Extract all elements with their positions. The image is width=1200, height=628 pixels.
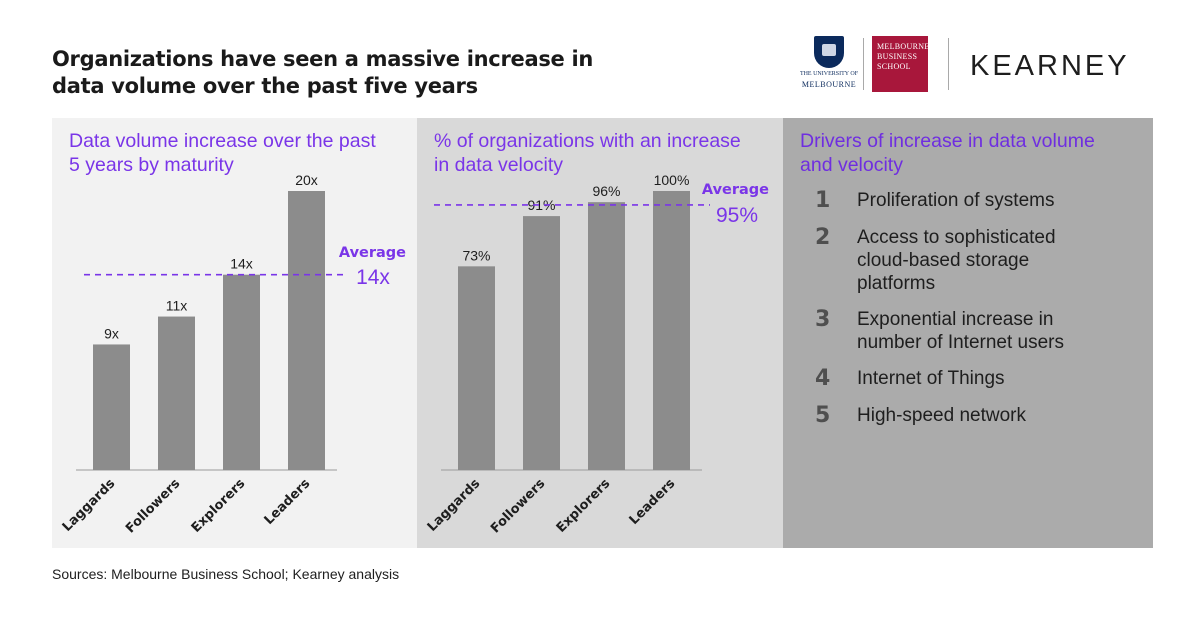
data-label: 96% — [592, 183, 620, 199]
drivers-title-line1: Drivers of increase in data volume — [800, 130, 1095, 152]
page-headline: Organizations have seen a massive increa… — [52, 47, 594, 98]
uom-logo-line1: THE UNIVERSITY OF — [799, 71, 859, 77]
average-label: Average — [339, 245, 406, 261]
university-of-melbourne-logo: THE UNIVERSITY OF MELBOURNE — [800, 36, 858, 92]
average-label: Average — [702, 182, 769, 198]
chart-title: % of organizations with an increase in d… — [434, 129, 741, 177]
data-label: 91% — [527, 197, 555, 213]
category-label: Explorers — [554, 476, 614, 536]
data-label: 11x — [166, 298, 188, 314]
mbs-logo-line1: MELBOURNE — [877, 42, 930, 51]
driver-text: Internet of Things — [857, 368, 1005, 389]
data-label: 20x — [295, 172, 318, 188]
category-label: Leaders — [262, 476, 314, 528]
melbourne-business-school-logo: MELBOURNE BUSINESS SCHOOL — [872, 36, 930, 92]
driver-number: 1 — [815, 188, 831, 213]
chart-title-line1: Data volume increase over the past — [69, 130, 376, 152]
data-label: 100% — [654, 172, 690, 188]
driver-item: 1 Proliferation of systems — [815, 189, 1145, 213]
source-note: Sources: Melbourne Business School; Kear… — [52, 566, 400, 582]
bar — [653, 191, 690, 470]
data-label: 73% — [462, 247, 490, 263]
uom-logo-line2: MELBOURNE — [801, 80, 857, 89]
drivers-title: Drivers of increase in data volume and v… — [800, 129, 1095, 177]
category-label: Followers — [123, 476, 183, 536]
bar — [223, 274, 260, 470]
category-label: Leaders — [627, 476, 679, 528]
bar — [523, 216, 560, 470]
logo-divider — [863, 38, 864, 90]
category-label: Laggards — [60, 476, 119, 535]
drivers-panel: Drivers of increase in data volume and v… — [783, 118, 1153, 548]
driver-number: 2 — [815, 225, 831, 250]
kearney-logo: KEARNEY — [970, 50, 1130, 82]
driver-item: 4 Internet of Things — [815, 367, 1145, 391]
logo-divider — [948, 38, 949, 90]
crest-icon — [814, 36, 844, 68]
bar — [158, 316, 195, 470]
bar — [588, 202, 625, 470]
bar — [458, 266, 495, 470]
bar — [93, 344, 130, 470]
chart-title-line2: in data velocity — [434, 154, 563, 176]
drivers-title-line2: and velocity — [800, 154, 903, 176]
chart-title-line2: 5 years by maturity — [69, 154, 234, 176]
chart-title: Data volume increase over the past 5 yea… — [69, 129, 376, 177]
driver-item: 5 High-speed network — [815, 404, 1145, 428]
bar — [288, 191, 325, 470]
data-volume-bar-chart: 9x Laggards 11x Followers 14x Explorers 20x Lea… — [60, 172, 406, 536]
driver-text: Exponential increase in number of Intern… — [857, 309, 1064, 353]
average-value: 14x — [356, 266, 390, 289]
data-velocity-panel: % of organizations with an increase in d… — [417, 118, 783, 548]
driver-text: Proliferation of systems — [857, 190, 1055, 211]
driver-number: 4 — [815, 366, 831, 391]
category-label: Followers — [488, 476, 548, 536]
category-label: Explorers — [189, 476, 249, 536]
average-value: 95% — [716, 204, 758, 227]
mbs-logo-line3: SCHOOL — [877, 62, 911, 71]
data-velocity-bar-chart: 73% Laggards 91% Followers 96% Explorers 100% L… — [425, 172, 769, 536]
driver-text: High-speed network — [857, 405, 1026, 426]
drivers-list: 1 Proliferation of systems 2 Access to s… — [815, 189, 1145, 441]
mbs-logo-line2: BUSINESS — [877, 52, 918, 61]
chart-title-line1: % of organizations with an increase — [434, 130, 741, 152]
data-label: 14x — [230, 256, 253, 272]
driver-text: Access to sophisticated cloud-based stor… — [857, 227, 1056, 294]
driver-number: 3 — [815, 307, 831, 332]
data-label: 9x — [104, 325, 119, 341]
driver-number: 5 — [815, 403, 831, 428]
data-volume-panel: Data volume increase over the past 5 yea… — [52, 118, 417, 548]
category-label: Laggards — [425, 476, 484, 535]
driver-item: 3 Exponential increase in number of Inte… — [815, 308, 1145, 354]
driver-item: 2 Access to sophisticated cloud-based st… — [815, 226, 1145, 295]
